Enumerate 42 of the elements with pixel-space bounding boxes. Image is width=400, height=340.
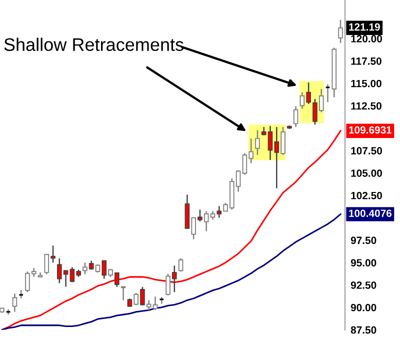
candlestick [216, 206, 222, 218]
candlestick [293, 106, 298, 128]
candlestick [114, 272, 120, 288]
candlestick [300, 92, 305, 110]
text: 121.19 [349, 23, 380, 31]
y-tick-label: 95.00 [350, 259, 376, 266]
text: 109.6931 [349, 126, 392, 134]
candlestick [306, 82, 311, 105]
annotation: Shallow Retracements [4, 38, 184, 52]
candlestick [102, 260, 107, 280]
candlestick [172, 265, 177, 293]
candlestick [44, 253, 50, 275]
y-tick-label: 90.00 [350, 304, 376, 312]
y-tick-label: 107.50 [351, 147, 382, 154]
candlestick [50, 244, 56, 264]
candlestick [134, 292, 138, 306]
y-tick-label: 115.00 [351, 80, 382, 88]
candlestick [312, 98, 318, 126]
candlestick [82, 262, 88, 275]
candlestick [140, 286, 145, 306]
candlestick [191, 217, 196, 240]
line-series [1, 213, 342, 330]
y-tick-label: 92.50 [350, 281, 376, 289]
y-tick-label: 105.00 [351, 169, 382, 177]
candlestick [178, 258, 184, 272]
line-series [1, 130, 342, 330]
candlestick [280, 126, 286, 156]
y-tick-label: 117.50 [351, 57, 382, 65]
candlestick [255, 130, 260, 156]
candlestick [318, 88, 324, 113]
candlestick [338, 19, 343, 44]
candlestick [166, 273, 170, 296]
candlestick [325, 84, 330, 103]
y-tick-label: 87.50 [350, 326, 376, 334]
text: 100.4076 [349, 210, 392, 217]
candlestick [198, 209, 202, 222]
y-tick-label: 112.50 [351, 102, 382, 110]
y-tick-label: 120.00 [351, 35, 382, 42]
y-tick-label: 97.50 [350, 236, 376, 244]
candlestick [158, 296, 164, 304]
candlestick [12, 293, 18, 312]
y-tick-label: 102.50 [351, 192, 382, 200]
